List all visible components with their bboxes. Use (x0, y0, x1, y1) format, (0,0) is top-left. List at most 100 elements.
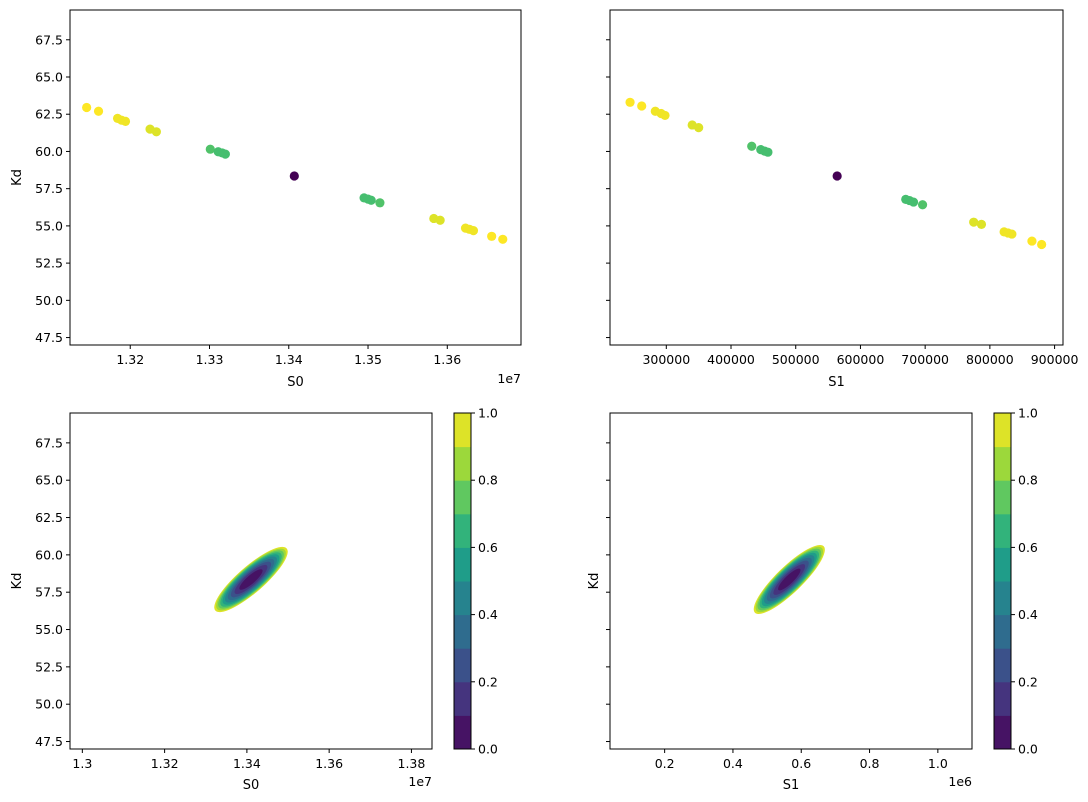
scatter-point (917, 200, 928, 210)
x-offset-text-contour-s0: 1e7 (408, 774, 432, 789)
colorbar-band (994, 581, 1011, 616)
colorbar-band (994, 513, 1011, 548)
colorbar-tick-label: 0.2 (1018, 674, 1038, 689)
y-ticks-s0: 47.5 50.0 52.5 55.0 57.5 60.0 62.5 65.0 67.5 (35, 32, 70, 345)
y-tick-label: 52.5 (35, 256, 63, 271)
y-axis-label-contour-s0: Kd (10, 573, 25, 590)
contour-panel-s1: 0.2 0.4 0.6 0.8 1.0 S1 Kd 1e6 0.00.20.40.60.… (587, 406, 1038, 794)
y-tick-label: 57.5 (35, 181, 63, 196)
scatter-point (1037, 239, 1047, 250)
scatter-point (289, 171, 299, 181)
x-tick-label: 300000 (642, 352, 690, 367)
colorbar-band (994, 648, 1011, 683)
x-tick-label: 0.8 (860, 756, 880, 771)
colorbar-band (454, 480, 471, 515)
colorbar-tick-label: 0.4 (1018, 607, 1038, 622)
x-axis-label-contour-s1: S1 (783, 778, 800, 793)
x-tick-label: 1.33 (196, 352, 224, 367)
axes-frame-contour-s0 (69, 412, 433, 750)
scatter-point (694, 123, 704, 133)
colorbar-band (454, 581, 471, 616)
x-tick-label: 1.35 (354, 352, 382, 367)
x-tick-label: 1.38 (398, 756, 426, 771)
axes-frame-s0 (69, 9, 522, 346)
colorbar-tick-label: 0.8 (478, 473, 498, 488)
x-tick-label: 0.4 (723, 756, 743, 771)
scatter-points-s0 (82, 102, 508, 244)
x-tick-label: 800000 (966, 352, 1014, 367)
x-tick-label: 1.36 (433, 352, 461, 367)
scatter-point (625, 97, 635, 107)
scatter-point (205, 144, 215, 154)
y-ticks-s1 (606, 39, 610, 339)
y-axis-label-s0: Kd (10, 169, 25, 186)
scatter-point (763, 147, 773, 157)
contour-level (239, 569, 263, 590)
x-tick-label: 500000 (772, 352, 820, 367)
y-ticks-contour-s1 (606, 442, 610, 743)
colorbar-band (454, 413, 471, 448)
x-tick-label: 1.32 (151, 756, 179, 771)
x-tick-label: 600000 (837, 352, 885, 367)
scatter-panel-s0: 1.32 1.33 1.34 1.35 1.36 47.5 50.0 52.5 55.0 57.… (10, 9, 522, 390)
axes-frame-contour-s1 (609, 412, 973, 750)
y-tick-label: 52.5 (35, 659, 63, 674)
x-tick-label: 1.36 (315, 756, 343, 771)
x-tick-label: 1.32 (116, 352, 144, 367)
colorbar-tick-label: 0.4 (478, 607, 498, 622)
x-tick-label: 900000 (1031, 352, 1079, 367)
scatter-point (93, 106, 104, 116)
x-tick-label: 700000 (901, 352, 949, 367)
x-ticks-contour-s0: 1.3 1.32 1.34 1.36 1.38 (72, 749, 425, 771)
x-offset-text-s0: 1e7 (497, 371, 521, 386)
scatter-point (220, 149, 230, 159)
axes-frame-s1 (609, 9, 1064, 346)
scatter-point (832, 171, 842, 181)
scatter-point (637, 101, 647, 111)
scatter-point (747, 141, 757, 151)
scatter-point (120, 116, 131, 126)
x-tick-label: 1.34 (275, 352, 303, 367)
contour-fill-s0 (214, 546, 288, 613)
colorbar-band (994, 547, 1011, 582)
y-tick-label: 57.5 (35, 585, 63, 600)
x-tick-label: 0.2 (655, 756, 675, 771)
colorbar-tick-label: 0.8 (1018, 473, 1038, 488)
scatter-point (976, 219, 987, 229)
colorbar-frame (993, 412, 1012, 750)
x-tick-label: 400000 (707, 352, 755, 367)
colorbar-band (454, 681, 471, 716)
x-offset-text-contour-s1: 1e6 (948, 774, 972, 789)
scatter-point (375, 198, 385, 208)
colorbar-tick-label: 0.6 (1018, 540, 1038, 555)
x-axis-label-s1: S1 (828, 375, 845, 390)
y-axis-label-contour-s1: Kd (587, 573, 602, 590)
x-ticks-s0: 1.32 1.33 1.34 1.35 1.36 (116, 345, 461, 367)
colorbar-band (454, 446, 471, 481)
contour-fill-s1 (753, 545, 825, 615)
y-tick-label: 62.5 (35, 510, 63, 525)
y-tick-label: 60.0 (35, 144, 63, 159)
colorbar-tick-label: 0.0 (478, 742, 498, 757)
y-tick-label: 47.5 (35, 330, 63, 345)
colorbar-band (994, 614, 1011, 649)
contour-panel-s0: 1.3 1.32 1.34 1.36 1.38 47.5 50.0 52.5 55.0 57.5… (10, 406, 498, 794)
x-tick-label: 0.6 (791, 756, 811, 771)
colorbar-band (454, 648, 471, 683)
y-tick-label: 50.0 (35, 293, 63, 308)
colorbar-band (454, 513, 471, 548)
colorbar-band (994, 715, 1011, 750)
y-ticks-contour-s0: 47.5 50.0 52.5 55.0 57.5 60.0 62.5 65.0 67.5 (35, 435, 70, 749)
x-tick-label: 1.0 (928, 756, 948, 771)
colorbar-s0: 0.0 0.2 0.4 0.6 0.8 1.0 (453, 406, 498, 757)
x-axis-label-s0: S0 (287, 375, 304, 390)
y-tick-label: 65.0 (35, 70, 63, 85)
scatter-point (908, 197, 919, 207)
scatter-panel-s1: 300000 400000 500000 600000 700000 800000 9000… (606, 9, 1079, 390)
y-tick-label: 55.0 (35, 218, 63, 233)
y-tick-label: 67.5 (35, 435, 63, 450)
colorbar-band (994, 446, 1011, 481)
y-tick-label: 50.0 (35, 697, 63, 712)
colorbar-tick-label: 0.2 (478, 674, 498, 689)
